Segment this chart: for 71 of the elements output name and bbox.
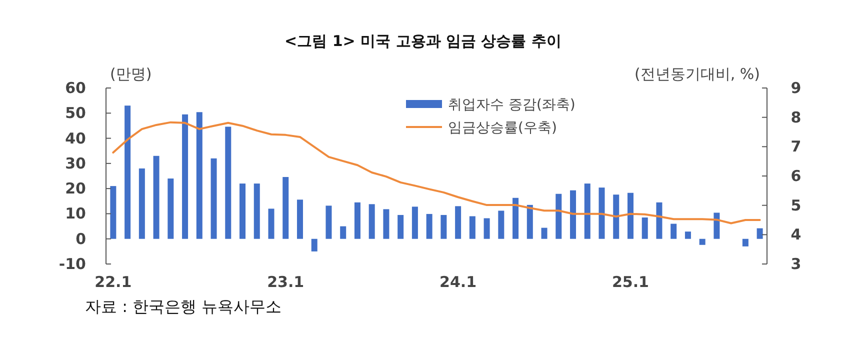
bar	[311, 238, 318, 252]
bar	[469, 216, 476, 239]
bar	[627, 192, 634, 239]
bar	[153, 156, 160, 239]
bar	[196, 112, 202, 239]
line-series	[112, 121, 761, 224]
y2-tick-label: 6	[790, 167, 802, 185]
bar	[110, 186, 116, 239]
y2-tick-label: 5	[790, 196, 802, 214]
bar	[570, 190, 576, 239]
bar	[484, 218, 490, 239]
y-tick-label: 20	[65, 180, 86, 198]
bar	[526, 204, 533, 239]
y-axis-title: (만명)	[110, 65, 152, 83]
bar	[642, 217, 648, 239]
bar	[584, 184, 590, 239]
text: 자료 : 한국은행 뉴욕사무소	[85, 297, 282, 316]
bar	[383, 209, 390, 239]
bar	[455, 206, 462, 239]
bar	[240, 184, 246, 239]
y2-tick-label: 4	[790, 226, 802, 244]
y-tick-label: 60	[65, 79, 86, 97]
bar	[670, 224, 677, 239]
bar	[742, 238, 748, 246]
bar	[598, 188, 605, 239]
bar	[426, 214, 432, 239]
y-tick-label: 30	[65, 154, 86, 172]
y-tick-label: -10	[58, 255, 86, 273]
y2-tick-label: 7	[790, 138, 802, 156]
bar	[182, 114, 188, 239]
bar	[541, 228, 548, 239]
bar	[714, 212, 720, 239]
bar	[326, 206, 332, 239]
y2-tick-label: 9	[790, 79, 802, 97]
bar	[254, 184, 260, 239]
y-tick-label: 0	[76, 230, 86, 248]
y-tick-label: 40	[65, 129, 86, 148]
bar	[512, 198, 519, 239]
bar	[268, 208, 274, 239]
bar	[398, 214, 404, 239]
y2-tick-label: 3	[790, 255, 802, 273]
x-tick-label: 23.1	[267, 273, 304, 291]
bar	[138, 168, 145, 239]
bar	[225, 126, 232, 239]
bar	[699, 238, 706, 245]
bar	[340, 226, 346, 239]
bar	[684, 232, 691, 239]
bar	[168, 178, 174, 239]
y-tick-label: 50	[65, 104, 86, 122]
bar	[756, 228, 763, 239]
y-tick-label: 10	[65, 204, 86, 223]
bar	[210, 158, 217, 239]
bar	[354, 202, 360, 239]
chart-title: <그림 1> 미국 고용과 임금 상승률 추이	[284, 32, 562, 50]
legend-label: 임금상승률(우축)	[448, 120, 557, 136]
bar	[124, 106, 131, 239]
bar	[412, 206, 418, 239]
bar	[368, 204, 375, 239]
y2-tick-label: 8	[790, 108, 802, 126]
bar	[498, 210, 504, 239]
x-tick-label: 22.1	[94, 273, 132, 291]
x-tick-label: 24.1	[440, 273, 477, 291]
bar	[556, 194, 562, 239]
y2-axis-title: (전년동기대비, %)	[634, 65, 760, 83]
bar	[282, 177, 289, 239]
bar	[296, 200, 303, 239]
bar	[440, 214, 447, 239]
x-tick-label: 25.1	[612, 273, 649, 291]
legend-label: 취업자수 증감(좌축)	[448, 97, 576, 113]
bar	[656, 202, 662, 239]
bar	[613, 194, 620, 239]
